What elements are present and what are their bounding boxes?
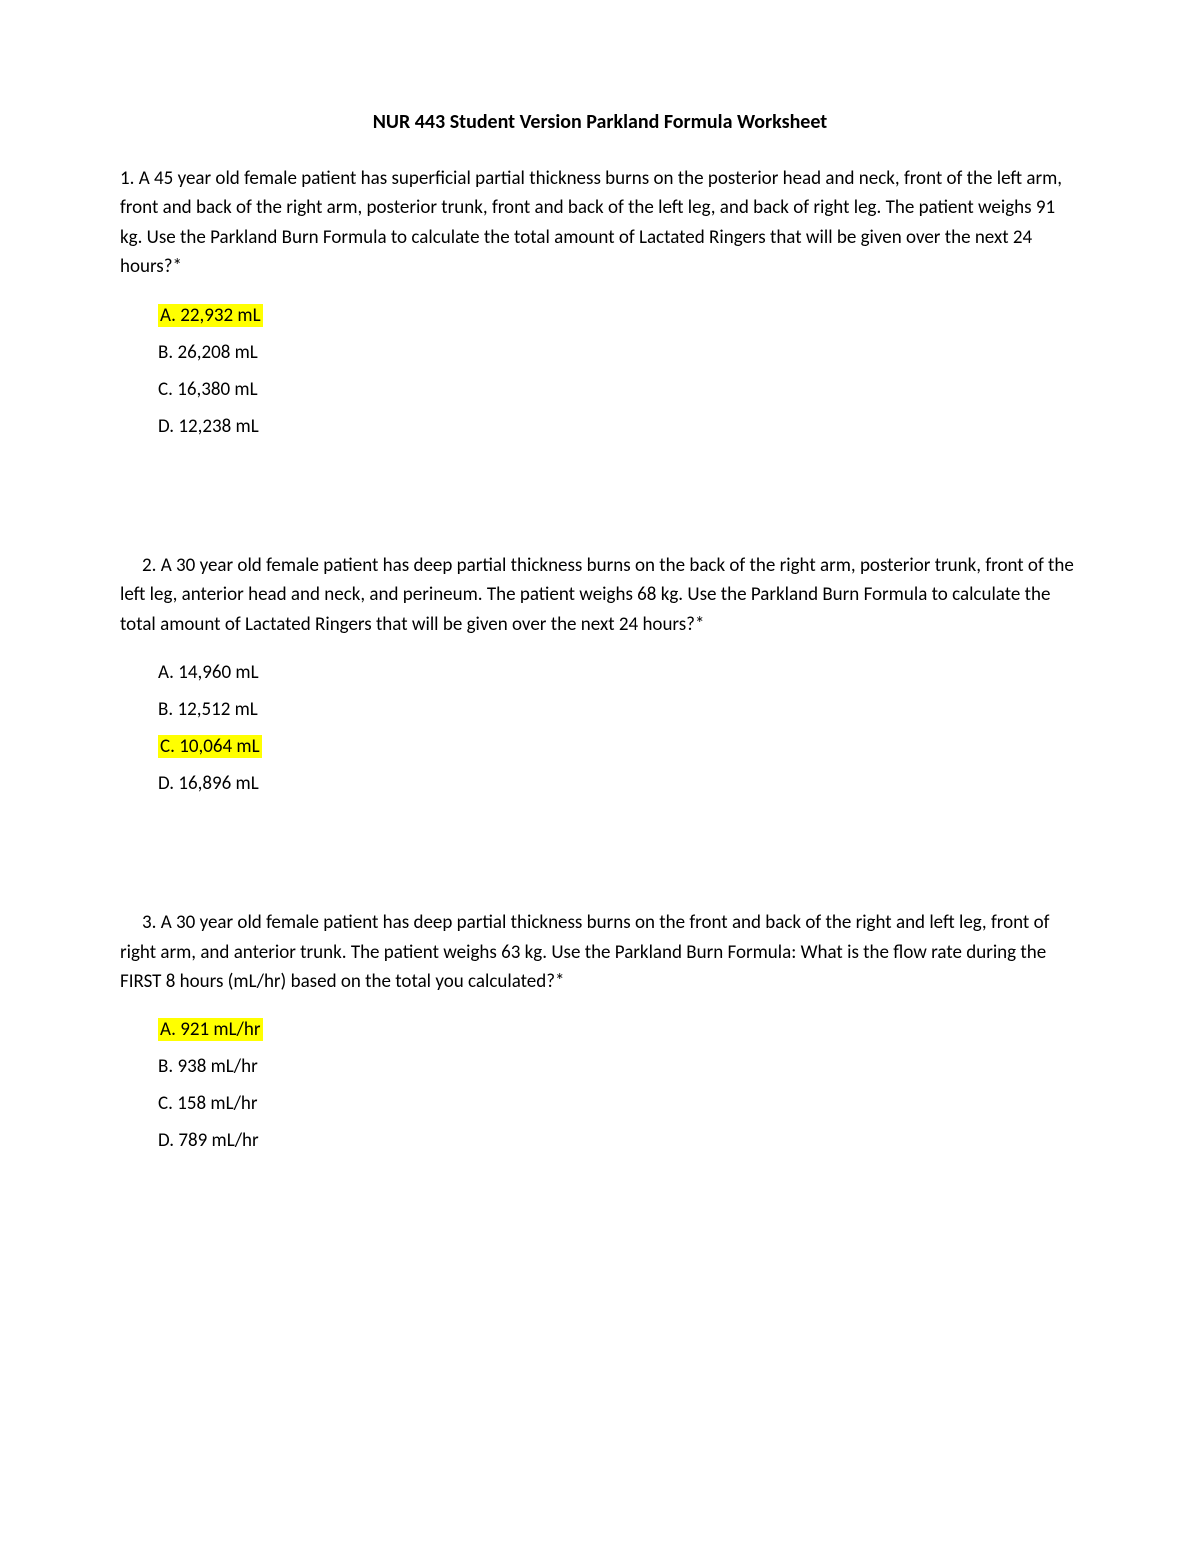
option-letter: A. <box>158 661 174 684</box>
option-value: 26,208 mL <box>177 341 257 364</box>
question-1-text: 1. A 45 year old female patient has supe… <box>120 164 1080 282</box>
question-3-option-c-label: C. 158 mL/hr <box>158 1092 258 1115</box>
question-3-option-d-label: D. 789 mL/hr <box>158 1129 259 1152</box>
option-value: 12,238 mL <box>178 415 258 438</box>
question-2-number: 2. <box>142 554 156 577</box>
question-3: 3. A 30 year old female patient has deep… <box>120 908 1080 1150</box>
option-letter: D. <box>158 772 174 795</box>
question-1-option-b: B. 26,208 mL <box>158 343 1080 362</box>
question-2-option-c-label: C. 10,064 mL <box>158 735 262 758</box>
question-2-option-a-label: A. 14,960 mL <box>158 661 259 684</box>
question-1-option-c: C. 16,380 mL <box>158 380 1080 399</box>
question-1-option-a: A. 22,932 mL <box>158 306 1080 325</box>
option-letter: B. <box>158 341 173 364</box>
option-letter: B. <box>158 1055 173 1078</box>
question-3-option-a: A. 921 mL/hr <box>158 1020 1080 1039</box>
question-1-option-b-label: B. 26,208 mL <box>158 341 258 364</box>
option-letter: C. <box>158 1092 173 1115</box>
option-value: 16,896 mL <box>178 772 258 795</box>
option-letter: A. <box>160 1018 176 1041</box>
option-value: 921 mL/hr <box>180 1018 260 1041</box>
question-3-options: A. 921 mL/hr B. 938 mL/hr C. 158 mL/hr D… <box>120 1020 1080 1150</box>
option-value: 938 mL/hr <box>177 1055 257 1078</box>
question-3-option-b: B. 938 mL/hr <box>158 1057 1080 1076</box>
option-letter: C. <box>158 378 173 401</box>
question-1-body: A 45 year old female patient has superfi… <box>120 167 1062 278</box>
question-2-options: A. 14,960 mL B. 12,512 mL C. 10,064 mL D… <box>120 663 1080 793</box>
question-3-option-a-label: A. 921 mL/hr <box>158 1018 263 1041</box>
option-letter: B. <box>158 698 173 721</box>
question-1-number: 1. <box>120 167 134 190</box>
question-2-body: A 30 year old female patient has deep pa… <box>120 554 1074 636</box>
question-3-text: 3. A 30 year old female patient has deep… <box>120 908 1080 996</box>
option-letter: D. <box>158 1129 174 1152</box>
question-2-option-c: C. 10,064 mL <box>158 737 1080 756</box>
question-2-option-a: A. 14,960 mL <box>158 663 1080 682</box>
question-3-body: A 30 year old female patient has deep pa… <box>120 911 1049 993</box>
question-1-option-d: D. 12,238 mL <box>158 417 1080 436</box>
page-title: NUR 443 Student Version Parkland Formula… <box>120 110 1080 134</box>
question-2-option-b-label: B. 12,512 mL <box>158 698 258 721</box>
question-2-option-d-label: D. 16,896 mL <box>158 772 259 795</box>
question-2: 2. A 30 year old female patient has deep… <box>120 551 1080 793</box>
question-1-options: A. 22,932 mL B. 26,208 mL C. 16,380 mL D… <box>120 306 1080 436</box>
question-1-option-a-label: A. 22,932 mL <box>158 304 263 327</box>
question-2-option-b: B. 12,512 mL <box>158 700 1080 719</box>
question-3-option-c: C. 158 mL/hr <box>158 1094 1080 1113</box>
question-3-option-d: D. 789 mL/hr <box>158 1131 1080 1150</box>
option-value: 10,064 mL <box>179 735 259 758</box>
question-2-text: 2. A 30 year old female patient has deep… <box>120 551 1080 639</box>
option-value: 14,960 mL <box>178 661 258 684</box>
question-2-option-d: D. 16,896 mL <box>158 774 1080 793</box>
question-1-option-c-label: C. 16,380 mL <box>158 378 258 401</box>
option-value: 158 mL/hr <box>177 1092 257 1115</box>
option-value: 789 mL/hr <box>178 1129 258 1152</box>
question-1-option-d-label: D. 12,238 mL <box>158 415 259 438</box>
option-value: 22,932 mL <box>180 304 260 327</box>
option-value: 12,512 mL <box>177 698 257 721</box>
option-letter: C. <box>160 735 175 758</box>
question-1: 1. A 45 year old female patient has supe… <box>120 164 1080 436</box>
worksheet-page: NUR 443 Student Version Parkland Formula… <box>0 0 1200 1553</box>
question-3-option-b-label: B. 938 mL/hr <box>158 1055 258 1078</box>
option-value: 16,380 mL <box>177 378 257 401</box>
option-letter: A. <box>160 304 176 327</box>
question-3-number: 3. <box>142 911 156 934</box>
option-letter: D. <box>158 415 174 438</box>
